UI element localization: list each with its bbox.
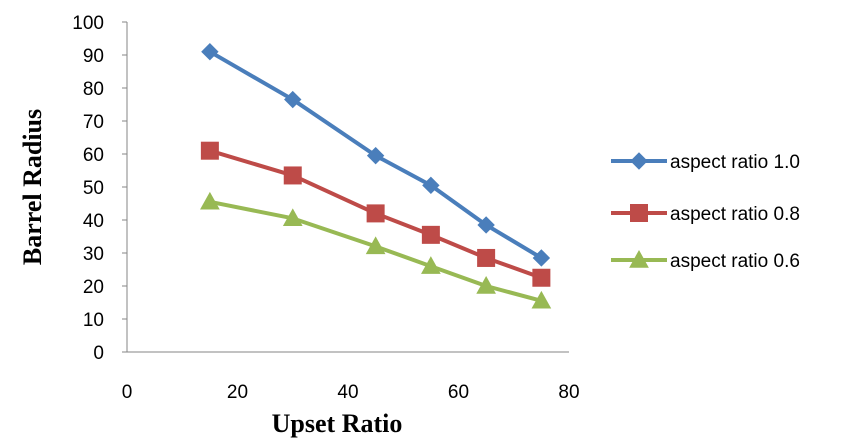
data-point — [421, 225, 440, 244]
y-tick-label: 80 — [83, 79, 104, 100]
x-tick-label: 80 — [558, 382, 579, 403]
data-point — [532, 249, 551, 267]
data-point — [421, 256, 441, 274]
legend: aspect ratio 1.0 aspect ratio 0.8 aspect r… — [611, 152, 800, 272]
legend-label: aspect ratio 0.8 — [670, 204, 800, 225]
data-point — [200, 141, 219, 160]
data-point — [200, 191, 220, 210]
y-axis-title: Barrel Radius — [18, 109, 47, 265]
data-point — [366, 146, 385, 165]
y-tick-label: 60 — [83, 145, 104, 166]
legend-marker — [630, 152, 648, 170]
y-tick-labels: 0 10 20 30 40 50 60 70 80 90 100 — [72, 13, 104, 364]
y-tick-label: 40 — [83, 211, 104, 232]
data-point — [283, 166, 302, 185]
legend-label: aspect ratio 1.0 — [670, 152, 800, 173]
series-line — [208, 49, 543, 260]
y-tick-label: 70 — [83, 112, 104, 133]
data-point — [477, 216, 495, 234]
y-tick-label: 90 — [83, 46, 104, 67]
y-tick-label: 100 — [72, 13, 104, 34]
legend-marker — [629, 249, 649, 268]
data-point — [531, 290, 552, 309]
data-point — [532, 268, 551, 287]
legend-marker — [630, 204, 648, 222]
y-tick-label: 20 — [83, 277, 104, 298]
data-point — [366, 204, 385, 223]
x-axis-title: Upset Ratio — [272, 409, 403, 438]
legend-item-1: aspect ratio 1.0 — [611, 152, 800, 173]
x-tick-label: 40 — [337, 382, 358, 403]
data-point — [282, 208, 303, 227]
data-point — [365, 236, 386, 255]
series-group — [200, 42, 552, 309]
axes — [122, 21, 569, 353]
y-tick-label: 0 — [93, 343, 104, 364]
series-3 — [200, 191, 552, 309]
legend-item-2: aspect ratio 0.8 — [611, 204, 800, 225]
x-tick-label: 20 — [227, 382, 248, 403]
data-point — [477, 248, 496, 267]
y-tick-label: 50 — [83, 178, 104, 199]
series-1 — [201, 42, 551, 267]
data-point — [284, 90, 302, 109]
series-line — [209, 148, 543, 280]
series-line — [209, 199, 542, 303]
data-point — [476, 275, 496, 294]
data-point — [422, 176, 440, 195]
legend-label: aspect ratio 0.6 — [670, 251, 800, 272]
x-tick-label: 0 — [122, 382, 133, 403]
y-tick-label: 10 — [83, 310, 104, 331]
y-tick-label: 30 — [83, 244, 104, 265]
x-tick-label: 60 — [448, 382, 469, 403]
legend-item-3: aspect ratio 0.6 — [611, 249, 800, 272]
data-point — [201, 42, 219, 61]
series-2 — [200, 141, 551, 287]
x-tick-labels: 0 20 40 60 80 — [122, 382, 580, 403]
